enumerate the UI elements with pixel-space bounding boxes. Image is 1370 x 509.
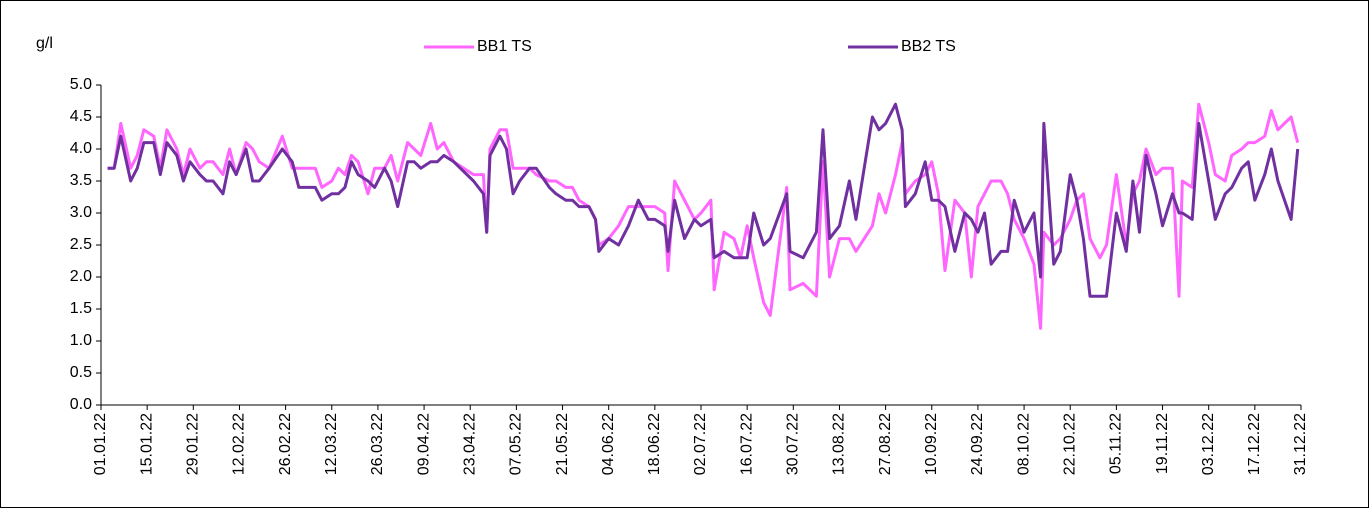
x-tick-label: 17.12.22 <box>1246 413 1263 475</box>
x-tick-label: 27.08.22 <box>877 413 894 475</box>
x-tick-label: 23.04.22 <box>461 413 478 475</box>
legend-label: BB2 TS <box>901 38 956 55</box>
x-tick-label: 04.06.22 <box>600 413 617 475</box>
y-tick-label: 2.0 <box>70 268 92 285</box>
x-tick-label: 26.03.22 <box>369 413 386 475</box>
y-tick-label: 5.0 <box>70 76 92 93</box>
x-tick-label: 10.09.22 <box>923 413 940 475</box>
x-tick-label: 15.01.22 <box>138 413 155 475</box>
series-line <box>107 102 1300 298</box>
y-tick-label: 3.5 <box>70 172 92 189</box>
y-tick-label: 0.5 <box>70 364 92 381</box>
y-tick-label: 1.5 <box>70 300 92 317</box>
x-tick-label: 21.05.22 <box>554 413 571 475</box>
series-line <box>107 102 1300 330</box>
x-tick-label: 08.10.22 <box>1015 413 1032 475</box>
x-tick-label: 02.07.22 <box>692 413 709 475</box>
legend-label: BB1 TS <box>477 38 532 55</box>
x-tick-label: 12.02.22 <box>231 413 248 475</box>
x-tick-label: 03.12.22 <box>1200 413 1217 475</box>
y-tick-label: 4.5 <box>70 108 92 125</box>
x-tick-label: 05.11.22 <box>1108 413 1125 474</box>
x-tick-label: 09.04.22 <box>415 413 432 475</box>
x-tick-label: 01.01.22 <box>92 413 109 475</box>
x-tick-label: 13.08.22 <box>831 413 848 475</box>
x-tick-label: 22.10.22 <box>1061 413 1078 475</box>
x-tick-label: 24.09.22 <box>969 413 986 475</box>
x-tick-label: 26.02.22 <box>277 413 294 475</box>
y-tick-label: 2.5 <box>70 236 92 253</box>
y-tick-label: 4.0 <box>70 140 92 157</box>
x-tick-label: 07.05.22 <box>508 413 525 475</box>
y-tick-label: 3.0 <box>70 204 92 221</box>
x-tick-label: 29.01.22 <box>185 413 202 475</box>
x-tick-label: 16.07.22 <box>738 413 755 475</box>
y-tick-label: 0.0 <box>70 396 92 413</box>
x-tick-label: 12.03.22 <box>323 413 340 475</box>
y-tick-label: 1.0 <box>70 332 92 349</box>
y-axis-label: g/l <box>36 35 53 52</box>
x-tick-label: 18.06.22 <box>646 413 663 475</box>
x-tick-label: 19.11.22 <box>1154 413 1171 474</box>
x-tick-label: 30.07.22 <box>785 413 802 475</box>
x-tick-label: 31.12.22 <box>1292 413 1309 475</box>
